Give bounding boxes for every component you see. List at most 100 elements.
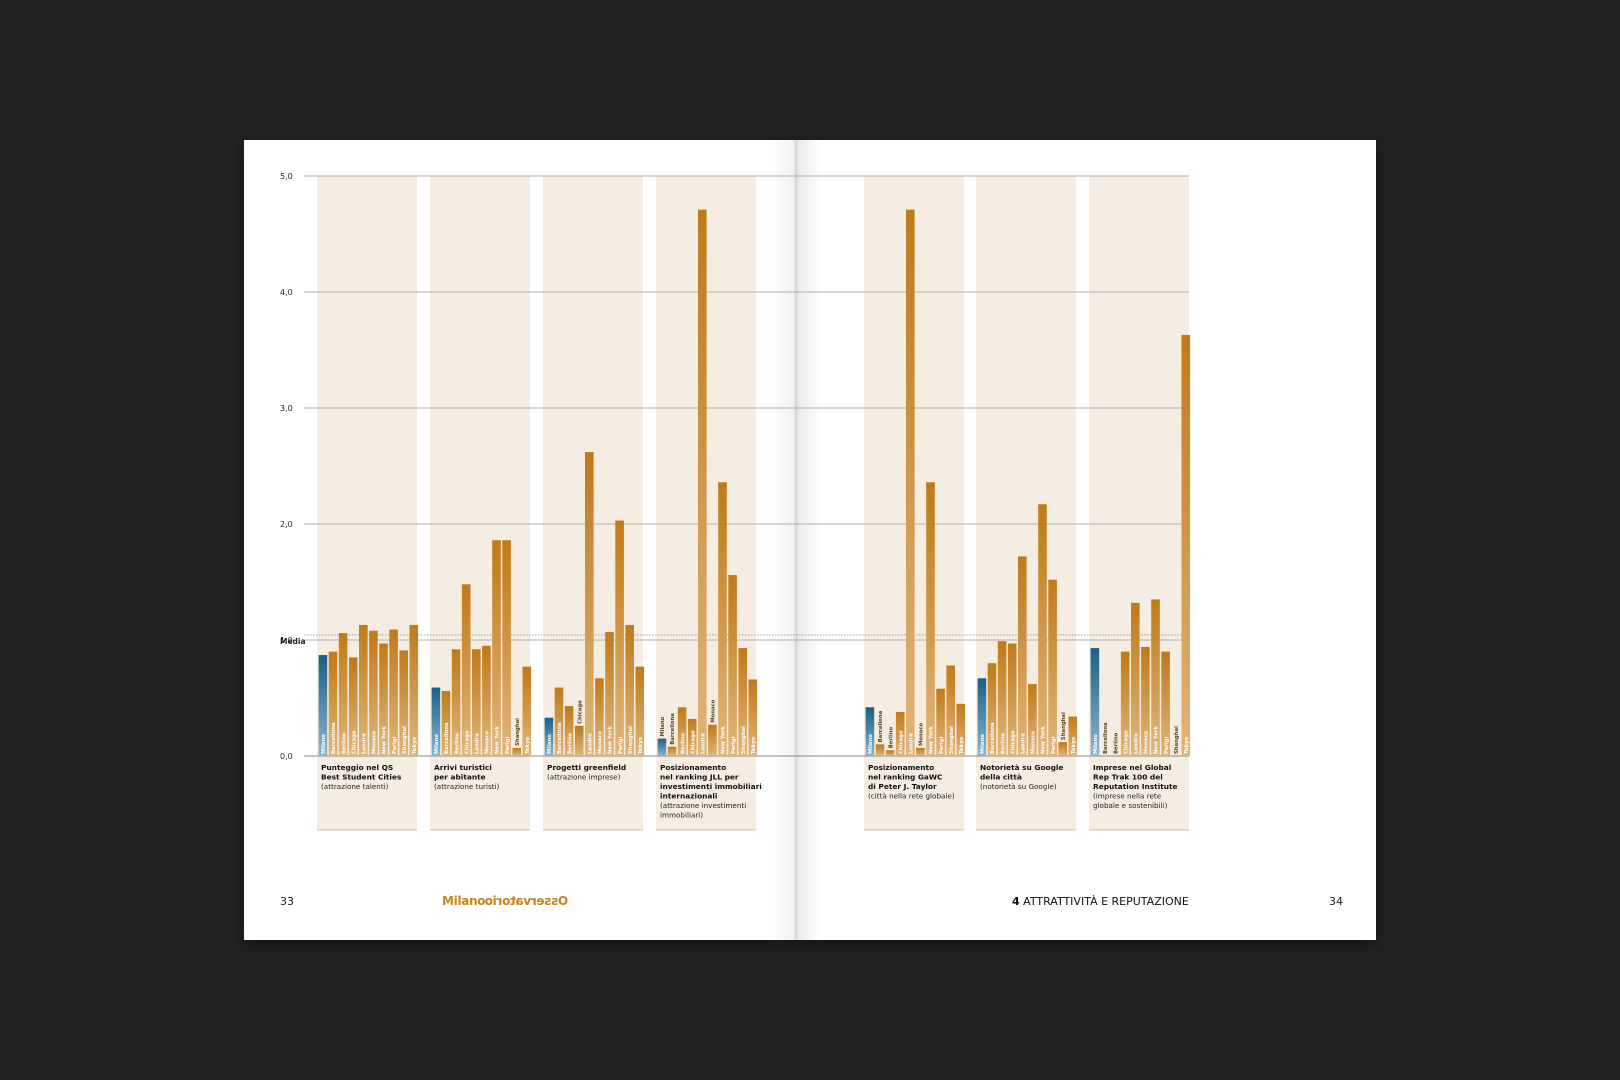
bar-city-label: New York xyxy=(1154,726,1160,754)
bar-city-label: Berlino xyxy=(454,732,460,754)
bar-city-label: Shanghai xyxy=(949,726,955,754)
bar-city-label: Milano xyxy=(980,734,986,754)
bar xyxy=(885,750,895,756)
bar xyxy=(987,663,997,756)
bar-city-label: Chicago xyxy=(464,730,470,754)
bar xyxy=(328,651,338,756)
bar-city-label: Shanghai xyxy=(1174,726,1180,754)
bar xyxy=(1131,602,1140,756)
bar-city-label: Monaco xyxy=(1031,731,1037,754)
bar xyxy=(605,631,614,756)
section-title: 4 ATTRATTIVITÀ E REPUTAZIONE xyxy=(1012,895,1189,908)
bar-city-label: Berlino xyxy=(567,732,573,754)
bar-city-label: Shanghai xyxy=(628,726,634,754)
panel-title-line: Posizionamento xyxy=(660,763,726,772)
panel-title-line: Rep Trak 100 del xyxy=(1093,773,1163,782)
panel-title-line: Arrivi turistici xyxy=(434,763,492,772)
bar xyxy=(502,540,511,756)
bar xyxy=(399,650,408,756)
bar-city-label: Barcellona xyxy=(331,722,337,754)
bar-city-label: Londra xyxy=(1021,733,1027,754)
bar xyxy=(1161,651,1170,756)
bar-city-label: Berlino xyxy=(888,727,894,749)
bar-city-label: Monaco xyxy=(372,731,378,754)
y-tick-label: 4,0 xyxy=(280,288,293,297)
bar-city-label: Tokyo xyxy=(751,736,757,754)
bar-city-label: Shanghai xyxy=(402,726,408,754)
bar xyxy=(472,649,481,756)
panel-title-line: Notorietà su Google xyxy=(980,763,1063,772)
y-tick-label: 5,0 xyxy=(280,172,293,181)
bar-city-label: Barcellona xyxy=(990,722,996,754)
bar xyxy=(338,633,348,756)
panel-title-line: Imprese nel Global xyxy=(1093,763,1171,772)
bar-city-label: Milano xyxy=(434,734,440,754)
bar xyxy=(451,649,461,756)
bar xyxy=(1028,684,1037,756)
bar-city-label: Chicago xyxy=(1123,730,1129,754)
page-fold xyxy=(772,140,820,940)
magazine-spread: 0,0 1,0 2,0 3,0 4,0 5,0 Media Milano Barcellona… xyxy=(244,140,1376,940)
bar-city-label: Londra xyxy=(1134,733,1140,754)
bar xyxy=(936,688,945,756)
bar-city-label: New York xyxy=(1041,726,1047,754)
panel-title-line: Best Student Cities xyxy=(321,773,402,782)
bar-city-label: Milano xyxy=(321,734,327,754)
bar xyxy=(875,744,885,756)
bar xyxy=(1038,504,1047,756)
panel-subtitle-line: (attrazione imprese) xyxy=(547,773,621,782)
bar-city-label: Londra xyxy=(475,733,481,754)
bar xyxy=(635,666,645,756)
bar-city-label: Milano xyxy=(660,716,666,736)
panel-subtitle-line: immobiliari) xyxy=(660,811,703,820)
panel-title-line: Progetti greenfield xyxy=(547,763,626,772)
bar-city-label: Londra xyxy=(701,733,707,754)
bar-city-label: Monaco xyxy=(598,731,604,754)
panel-subtitle-line: (città nella rete globale) xyxy=(868,792,955,801)
panel-subtitle-line: (attrazione turisti) xyxy=(434,782,500,791)
bar xyxy=(615,520,624,756)
bar-city-label: Tokyo xyxy=(1184,736,1190,754)
bar xyxy=(738,648,747,756)
y-tick-label: 1,0 xyxy=(280,636,293,645)
bar xyxy=(544,717,554,756)
bar-city-label: Londra xyxy=(362,733,368,754)
bar xyxy=(595,678,604,756)
y-tick-label: 3,0 xyxy=(280,404,293,413)
bar-city-label: Parigi xyxy=(1051,736,1057,754)
bar xyxy=(997,641,1007,756)
bar-city-label: Chicago xyxy=(577,700,583,724)
bar xyxy=(1181,334,1191,756)
bar-city-label: Tokyo xyxy=(959,736,965,754)
bar xyxy=(431,687,441,756)
bar-city-label: Parigi xyxy=(1164,736,1170,754)
bar xyxy=(1090,648,1100,756)
bar xyxy=(906,209,915,756)
bar-city-label: Tokyo xyxy=(525,736,531,754)
panel-title-line: Posizionamento xyxy=(868,763,934,772)
osservatorio-milano-logo: MilanoOsservatorio xyxy=(442,894,569,908)
bar xyxy=(657,738,667,756)
bar xyxy=(977,678,987,756)
bar-city-label: Chicago xyxy=(351,730,357,754)
panel-title-line: nel ranking GaWC xyxy=(868,773,942,782)
bar xyxy=(318,655,328,756)
bar xyxy=(379,643,388,756)
bar-city-label: Milano xyxy=(868,734,874,754)
bar xyxy=(708,724,717,756)
bar xyxy=(492,540,501,756)
bar-city-label: Chicago xyxy=(690,730,696,754)
bar-city-label: New York xyxy=(382,726,388,754)
panel-subtitle-line: (notorietà su Google) xyxy=(980,782,1057,791)
panel-subtitle-line: (attrazione talenti) xyxy=(321,782,389,791)
bar xyxy=(389,629,398,756)
bar xyxy=(1151,599,1160,756)
bar xyxy=(895,711,905,756)
y-tick-label: 2,0 xyxy=(280,520,293,529)
bar xyxy=(461,584,471,756)
bar-chart: 0,0 1,0 2,0 3,0 4,0 5,0 Media Milano Barcellona… xyxy=(280,172,1191,831)
panel-subtitle-line: (attrazione investimenti xyxy=(660,801,746,810)
bar xyxy=(1141,646,1150,756)
bar xyxy=(359,624,368,756)
bar xyxy=(1058,742,1067,756)
